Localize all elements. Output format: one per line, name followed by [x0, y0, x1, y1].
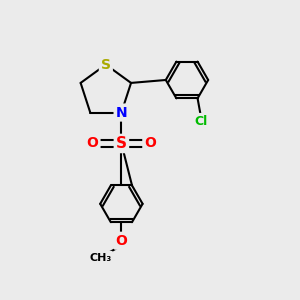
- Text: O: O: [87, 136, 98, 151]
- Text: CH₃: CH₃: [89, 253, 111, 262]
- Text: S: S: [101, 58, 111, 72]
- Text: O: O: [144, 136, 156, 151]
- Text: O: O: [116, 234, 127, 248]
- Text: S: S: [116, 136, 127, 151]
- Text: N: N: [116, 106, 127, 120]
- Text: Cl: Cl: [194, 115, 207, 128]
